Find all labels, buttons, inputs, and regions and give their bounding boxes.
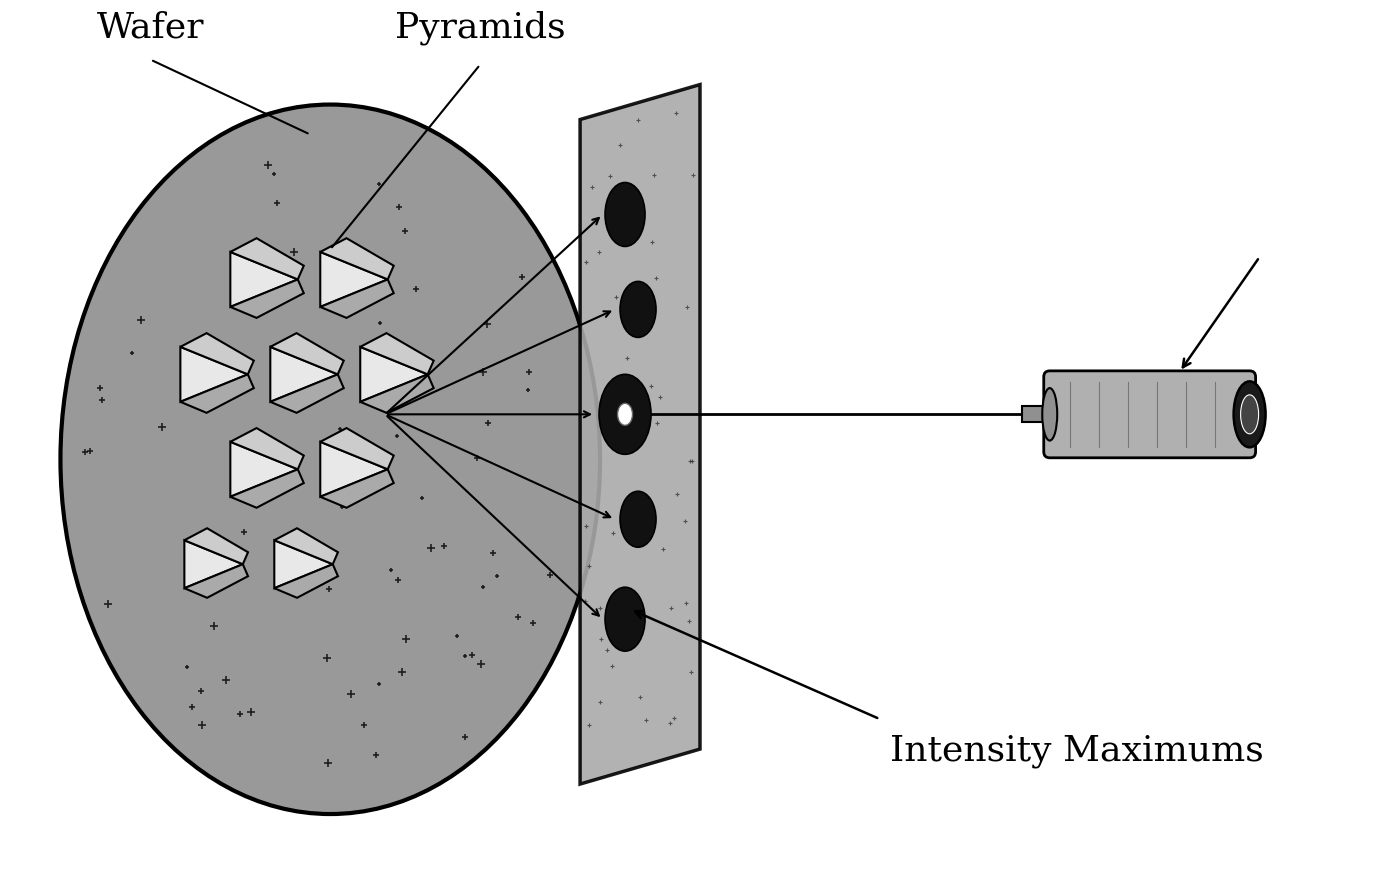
Text: Wafer: Wafer xyxy=(97,10,205,44)
Polygon shape xyxy=(181,333,254,375)
Polygon shape xyxy=(271,375,344,413)
Polygon shape xyxy=(321,428,394,469)
Ellipse shape xyxy=(1241,395,1259,434)
Polygon shape xyxy=(181,347,247,401)
Text: Pyramids: Pyramids xyxy=(395,10,565,44)
Polygon shape xyxy=(231,428,304,469)
Polygon shape xyxy=(321,238,394,280)
Ellipse shape xyxy=(621,282,656,337)
Ellipse shape xyxy=(1234,381,1266,448)
Polygon shape xyxy=(271,333,344,375)
Bar xyxy=(1021,407,1050,422)
Polygon shape xyxy=(361,347,427,401)
Polygon shape xyxy=(274,541,333,588)
Polygon shape xyxy=(231,469,304,507)
Ellipse shape xyxy=(605,587,645,651)
Ellipse shape xyxy=(621,491,656,547)
Polygon shape xyxy=(321,469,394,507)
Polygon shape xyxy=(274,528,339,564)
Polygon shape xyxy=(321,280,394,318)
Polygon shape xyxy=(321,441,388,497)
Polygon shape xyxy=(274,564,339,598)
Polygon shape xyxy=(271,347,337,401)
Polygon shape xyxy=(231,441,297,497)
Polygon shape xyxy=(231,238,304,280)
Polygon shape xyxy=(361,375,434,413)
Polygon shape xyxy=(184,564,247,598)
Polygon shape xyxy=(580,84,701,784)
Ellipse shape xyxy=(61,104,600,814)
Ellipse shape xyxy=(598,375,651,454)
Polygon shape xyxy=(184,541,243,588)
Polygon shape xyxy=(361,333,434,375)
Ellipse shape xyxy=(605,182,645,247)
Polygon shape xyxy=(184,528,247,564)
Polygon shape xyxy=(181,375,254,413)
Ellipse shape xyxy=(618,403,633,425)
FancyBboxPatch shape xyxy=(1043,371,1256,458)
Text: Intensity Maximums: Intensity Maximums xyxy=(890,734,1263,768)
Ellipse shape xyxy=(1042,388,1057,441)
Polygon shape xyxy=(231,252,297,307)
Polygon shape xyxy=(321,252,388,307)
Polygon shape xyxy=(231,280,304,318)
